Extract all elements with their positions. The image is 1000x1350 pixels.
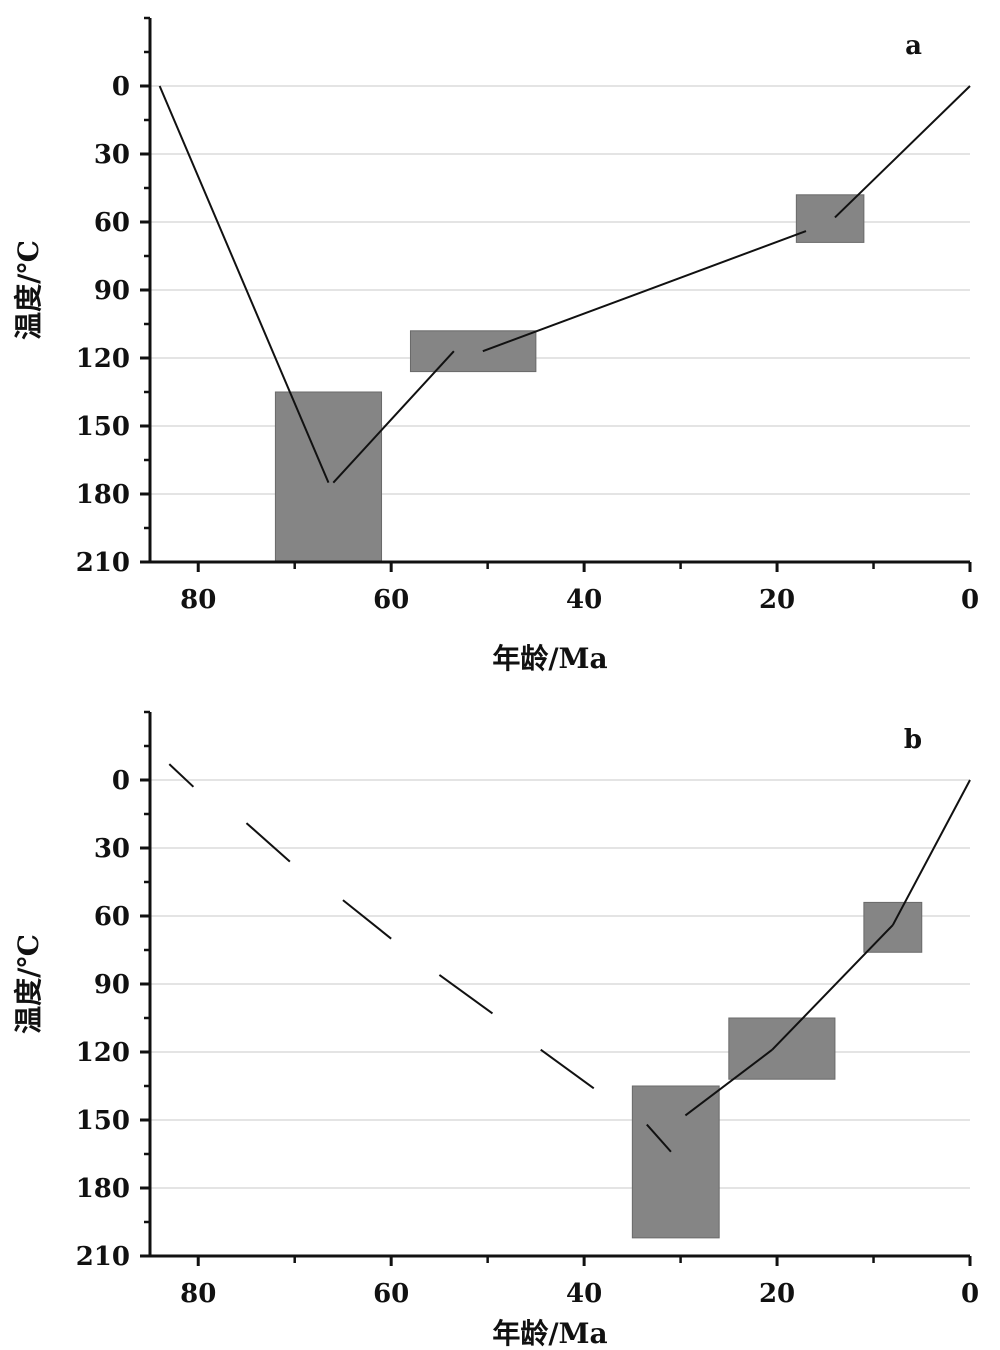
y-tick-label: 0 [112,766,130,796]
x-tick-label: 20 [759,585,795,615]
chart-panel-a: a 年龄/Ma 温度/℃ 0 30 60 90 120 150 180 210 80 60 40 20… [12,16,979,675]
path-segment [771,924,894,1051]
path-segment [158,85,330,484]
y-axis-label-a: 温度/℃ [12,240,45,340]
path-segment [891,779,971,926]
path-segment [342,899,392,940]
panel-label-b: b [904,725,922,755]
y-tick-label: 120 [76,344,130,374]
constraint-box [409,330,537,373]
path-segment [168,763,195,788]
path-segment [438,974,494,1015]
path-segment [834,85,971,219]
path-segment [245,822,291,863]
path-segment [482,230,807,353]
y-tick-label: 90 [94,276,130,306]
y-tick-label: 30 [94,140,130,170]
path-segment [646,1123,672,1153]
x-tick-label: 0 [961,1279,979,1309]
x-tick-label: 80 [180,1279,216,1309]
y-tick-label: 60 [94,208,130,238]
y-tick-label: 180 [76,480,130,510]
x-axis-label-a: 年龄/Ma [492,642,607,675]
y-tick-label: 150 [76,1106,130,1136]
path-segment [332,350,455,484]
y-tick-label: 210 [76,1242,130,1272]
y-tick-label: 210 [76,548,130,578]
y-tick-label: 60 [94,902,130,932]
y-tick-label: 120 [76,1038,130,1068]
y-tick-label: 0 [112,72,130,102]
x-tick-label: 40 [566,1279,602,1309]
path-segment [540,1048,595,1090]
x-tick-label: 60 [373,585,409,615]
x-tick-label: 60 [373,1279,409,1309]
x-tick-label: 20 [759,1279,795,1309]
y-tick-label: 150 [76,412,130,442]
x-axis-label-b: 年龄/Ma [492,1317,607,1350]
chart-panel-b: b 年龄/Ma 温度/℃ 0 30 60 90 120 150 180 210 80 60 40 20… [12,710,979,1350]
y-axis-label-b: 温度/℃ [12,934,45,1034]
x-tick-label: 80 [180,585,216,615]
x-tick-label: 0 [961,585,979,615]
y-tick-label: 30 [94,834,130,864]
y-tick-label: 180 [76,1174,130,1204]
panel-label-a: a [905,31,922,61]
constraint-box [274,391,383,563]
x-tick-label: 40 [566,585,602,615]
constraint-box [795,194,865,243]
constraint-box [631,1085,720,1239]
path-segment [684,1048,773,1117]
y-tick-label: 90 [94,970,130,1000]
